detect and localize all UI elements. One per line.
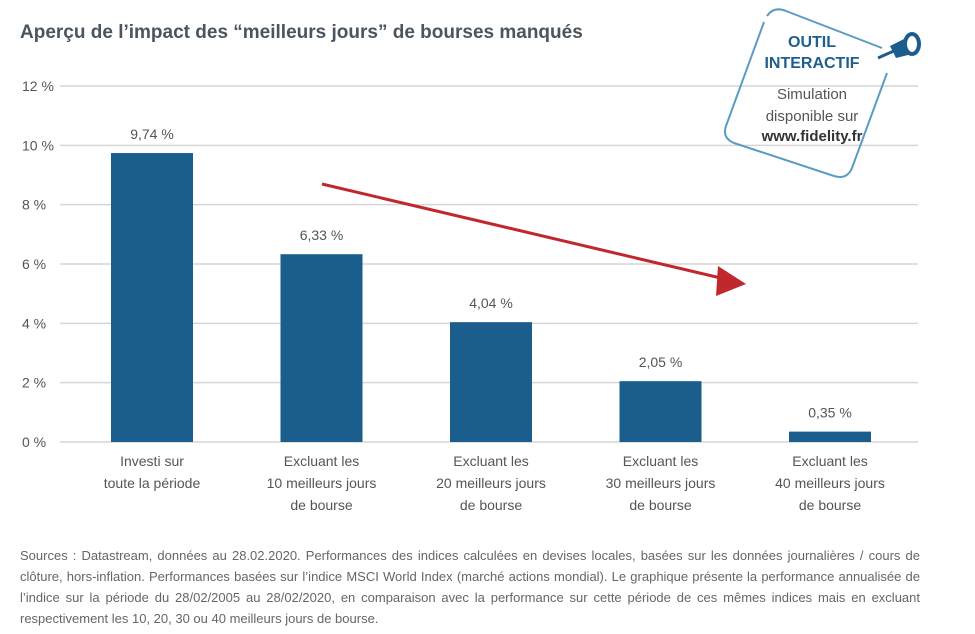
trend-arrow [321,182,746,296]
bar [280,254,363,442]
y-tick-label: 8 % [22,197,46,213]
x-category-label: Excluant les [792,453,867,469]
x-category-label: de bourse [629,497,691,513]
badge-url-link[interactable]: www.fidelity.fr [761,128,863,145]
x-category-label: Excluant les [284,453,359,469]
y-tick-label: 12 % [22,78,54,94]
x-category-label: de bourse [290,497,352,513]
x-category-label: de bourse [460,497,522,513]
data-label: 9,74 % [130,126,174,142]
x-category-label: 20 meilleurs jours [436,475,546,491]
data-label: 4,04 % [469,295,513,311]
badge-line1: OUTIL [788,34,836,51]
pushpin-icon [877,32,921,60]
badge-line3: Simulation [776,86,848,103]
bar [619,381,702,442]
data-label: 2,05 % [639,354,683,370]
y-tick-label: 2 % [22,375,46,391]
x-category-label: Excluant les [623,453,698,469]
y-tick-label: 6 % [22,256,46,272]
interactive-tool-badge[interactable]: OUTIL INTERACTIF Simulation disponible sur… [722,8,922,188]
x-category-label: Excluant les [453,453,528,469]
y-tick-label: 0 % [22,434,46,450]
y-tick-label: 4 % [22,315,46,331]
x-category-label: 40 meilleurs jours [775,475,885,491]
bar [111,153,193,442]
badge-line4: disponible sur [765,108,859,125]
badge-frame [724,8,888,178]
data-label: 6,33 % [300,227,344,243]
bar [789,431,871,442]
x-category-label: 10 meilleurs jours [267,475,377,491]
chart-title: Aperçu de l’impact des “meilleurs jours”… [20,22,583,43]
data-label: 0,35 % [808,405,852,421]
x-category-label: 30 meilleurs jours [606,475,716,491]
bar [450,322,532,442]
source-note: Sources : Datastream, données au 28.02.2… [20,548,920,626]
x-category-label: toute la période [104,475,201,491]
bar-chart: 0 % 2 % 4 % 6 % 8 % 10 % 12 % 9,74 % 6,33 % 4,04… [22,78,918,513]
x-category-label: de bourse [799,497,861,513]
badge-line2: INTERACTIF [764,55,860,72]
x-category-label: Investi sur [120,453,184,469]
y-tick-label: 10 % [22,137,54,153]
